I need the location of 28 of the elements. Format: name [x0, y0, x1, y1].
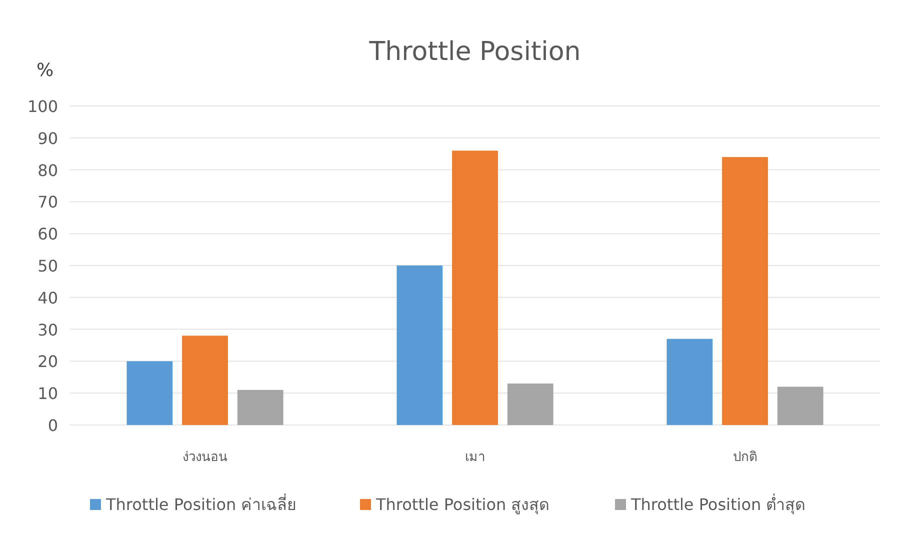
x-tick-label: เมา [465, 450, 485, 465]
chart-title: Throttle Position [368, 37, 581, 67]
y-tick-label: 60 [38, 224, 58, 244]
legend-label: Throttle Position ค่าเฉลี่ย [105, 493, 296, 514]
y-tick-label: 100 [27, 97, 58, 116]
y-tick-label: 50 [38, 256, 58, 276]
bar [182, 336, 228, 425]
bar [777, 386, 824, 425]
y-tick-label: 10 [38, 384, 58, 404]
bar [666, 338, 713, 425]
y-tick-label: 70 [38, 192, 58, 212]
bar [237, 390, 284, 425]
y-tick-label: 90 [38, 128, 58, 148]
x-tick-label: ปกติ [733, 450, 757, 465]
y-tick-label: 40 [38, 288, 58, 308]
y-axis-title: % [36, 60, 54, 81]
y-tick-label: 20 [38, 352, 58, 372]
bar [396, 266, 443, 425]
x-tick-label: ง่วงนอน [182, 450, 228, 465]
y-tick-label: 0 [48, 416, 58, 435]
bar [722, 157, 768, 425]
legend-label: Throttle Position ต่ำสุด [630, 493, 806, 515]
y-tick-label: 80 [38, 160, 58, 180]
bar [126, 361, 173, 425]
bar [507, 384, 554, 425]
bar [452, 150, 498, 425]
legend-label: Throttle Position สูงสุด [375, 495, 550, 515]
y-tick-label: 30 [38, 320, 58, 340]
